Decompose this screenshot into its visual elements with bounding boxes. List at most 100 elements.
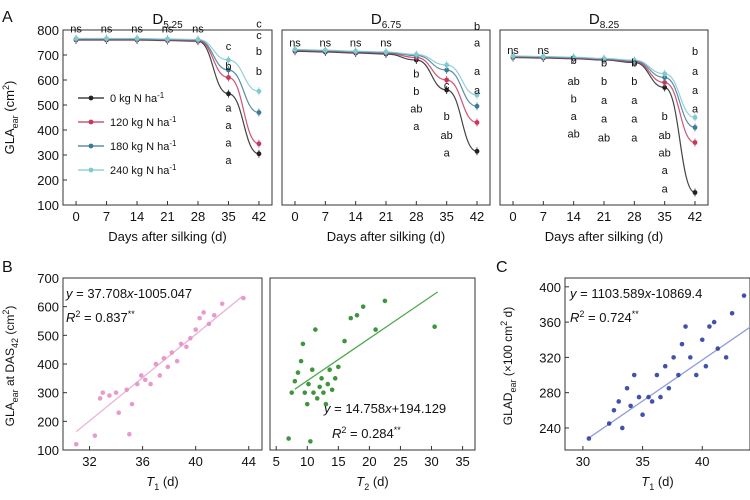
scatter-point (197, 315, 202, 321)
significance-label: b (256, 46, 262, 58)
scatter-point (325, 381, 331, 387)
significance-label: b (601, 57, 607, 69)
scatter-point (619, 425, 625, 431)
scatter-point (348, 315, 354, 321)
data-point (226, 57, 231, 63)
scatter-point (153, 361, 159, 367)
data-point (540, 54, 546, 59)
r-squared: R2 = 0.837** (66, 309, 135, 325)
x-tick-label: 35 (635, 454, 649, 469)
data-point (444, 77, 450, 83)
x-tick-label: 0 (509, 209, 516, 224)
regression-equation: y = 14.758x+194.129 (323, 401, 446, 416)
scatter-point (188, 335, 193, 341)
legend-entry: 240 kg N ha-1 (110, 163, 177, 177)
significance-label: b (601, 76, 607, 88)
significance-label: ns (70, 24, 82, 36)
data-point (601, 56, 607, 61)
scatter-point (360, 304, 366, 309)
y-tick-label: 600 (37, 300, 59, 315)
significance-label: a (631, 132, 638, 144)
significance-label: a (601, 114, 608, 126)
x-tick-label: 28 (409, 209, 423, 224)
scatter-point (295, 370, 301, 375)
significance-label: b (631, 57, 637, 69)
scatter-point (688, 355, 693, 360)
scatter-point (432, 324, 437, 330)
scatter-point (636, 394, 642, 400)
significance-label: b (413, 86, 419, 98)
significance-label: ab (659, 147, 671, 159)
scatter-point (586, 436, 592, 441)
data-point (444, 67, 450, 73)
scatter-point (134, 381, 140, 387)
scatter-point (165, 364, 171, 370)
scatter-point (729, 310, 735, 316)
x-tick-label: 5 (273, 454, 280, 469)
scatter-point (616, 399, 622, 404)
x-tick-label: 35 (439, 209, 453, 224)
significance-label: b (571, 55, 577, 67)
scatter-point (606, 421, 612, 426)
scatter-point (658, 394, 663, 400)
data-point (692, 140, 698, 145)
y-tick-label: 700 (37, 271, 59, 286)
x-tick-label: 30 (424, 454, 438, 469)
significance-label: c (256, 30, 262, 42)
data-point (134, 36, 140, 41)
scatter-point (693, 372, 699, 378)
scatter-point (715, 346, 721, 351)
data-point (510, 53, 516, 59)
data-point (662, 71, 668, 77)
y-tick-label: 200 (37, 414, 59, 429)
x-tick-label: 20 (362, 454, 376, 469)
scatter-point (649, 399, 655, 404)
r-squared: R2 = 0.284** (332, 425, 401, 441)
scatter-point (329, 387, 335, 393)
scatter-point (699, 337, 705, 343)
significance-label: ns (192, 24, 204, 36)
data-point (474, 148, 480, 154)
x-tick-label: 42 (688, 209, 702, 224)
scatter-point (628, 403, 633, 409)
legend-entry: 120 kg N ha-1 (110, 115, 177, 129)
scatter-point (97, 396, 103, 401)
y-tick-label: 400 (539, 280, 561, 295)
scatter-point (211, 312, 217, 318)
scatter-point (129, 401, 135, 407)
series-line (294, 49, 478, 107)
y-tick-label: 600 (37, 73, 59, 88)
data-point (662, 80, 668, 85)
scatter-point (206, 321, 212, 327)
significance-label: a (474, 37, 481, 49)
legend-entry: 180 kg N ha-1 (110, 139, 177, 153)
r-squared: R2 = 0.724** (570, 309, 639, 325)
data-point (444, 62, 450, 68)
data-point (104, 36, 109, 41)
data-point (165, 36, 170, 42)
scatter-point (300, 341, 306, 347)
x-tick-label: 36 (135, 454, 149, 469)
y-axis-label: GLAear at DAS42 (cm2) (1, 306, 20, 427)
scatter-point (124, 387, 129, 393)
scatter-point (157, 373, 163, 378)
significance-label: ns (507, 45, 519, 57)
regression-line (294, 291, 439, 390)
significance-label: b (256, 66, 262, 78)
x-axis-label: T1 (d) (146, 474, 178, 492)
significance-label: ns (350, 37, 362, 49)
scatter-point (723, 355, 729, 360)
significance-label: a (692, 85, 699, 97)
scatter-point (679, 341, 685, 347)
scatter-point (611, 408, 617, 413)
regression-equation: y = 1103.589x-10869.4 (569, 286, 702, 301)
data-point (692, 190, 698, 195)
legend-swatch-marker (88, 119, 94, 125)
x-tick-label: 14 (130, 209, 144, 224)
scatter-point (741, 293, 747, 298)
scatter-point (711, 319, 717, 325)
legend-entry: 0 kg N ha-1 (110, 91, 165, 105)
scatter-point (292, 378, 298, 384)
y-axis-label: GLAear (cm2) (1, 81, 20, 155)
scatter-point (201, 310, 206, 315)
